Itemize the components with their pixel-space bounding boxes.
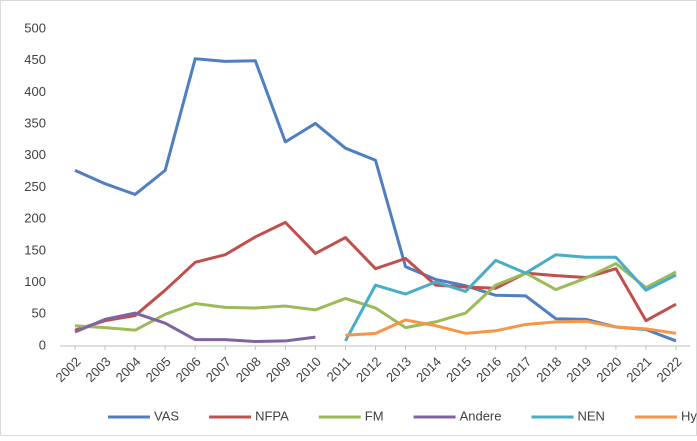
y-tick-label: 0 [39,337,46,352]
y-tick-label: 400 [24,84,46,99]
y-tick-label: 350 [24,116,46,131]
legend-label: NEN [577,408,604,423]
y-tick-label: 250 [24,179,46,194]
series-line [344,253,677,342]
series-line [74,220,677,332]
series-line [74,57,677,343]
legend-label: VAS [154,408,179,423]
legend-label: Hybride [681,408,697,423]
y-tick-label: 300 [24,147,46,162]
series-line [74,311,316,344]
legend-label: NFPA [255,408,289,423]
series-line [74,262,677,332]
series-line [345,318,677,337]
y-tick-label: 100 [24,274,46,289]
legend-label: Andere [460,408,502,423]
y-tick-label: 50 [32,306,46,321]
y-tick-label: 150 [24,242,46,257]
y-tick-label: 450 [24,52,46,67]
legend-label: FM [365,408,384,423]
y-tick-label: 500 [24,20,46,35]
y-tick-label: 200 [24,211,46,226]
